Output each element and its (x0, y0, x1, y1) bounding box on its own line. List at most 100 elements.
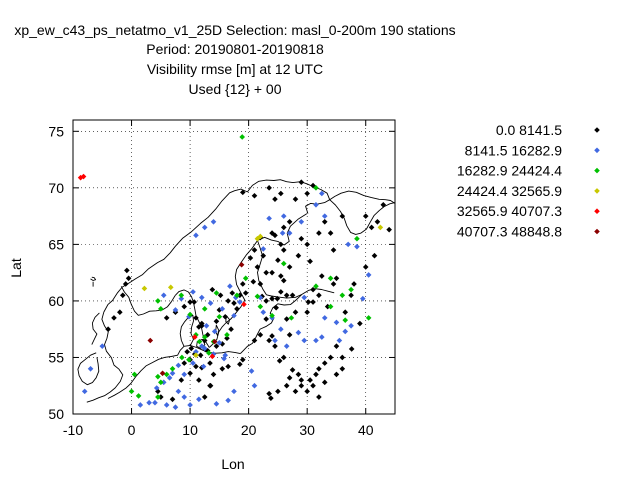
data-point (327, 354, 334, 361)
data-point (298, 377, 305, 383)
data-point (313, 185, 319, 191)
data-point (362, 213, 369, 219)
data-point (278, 241, 284, 248)
x-tick-label-0: -10 (63, 422, 83, 438)
legend: 0.0 8141.5 8141.5 16282.9 16282.9 24424.4 2… (457, 122, 600, 240)
data-point (248, 368, 255, 374)
data-point (380, 202, 387, 208)
data-point (304, 190, 310, 197)
data-point (313, 202, 319, 208)
data-point (339, 213, 346, 219)
data-point (333, 275, 340, 282)
coast-baltic-east (240, 294, 303, 354)
data-point (333, 343, 340, 349)
data-point (316, 394, 322, 400)
data-point (163, 371, 170, 378)
data-points (77, 134, 392, 411)
data-point (211, 328, 218, 335)
data-point (175, 388, 182, 395)
data-point (304, 388, 310, 395)
data-point (278, 273, 284, 279)
data-point (345, 241, 351, 248)
data-point (272, 196, 278, 202)
data-point (386, 226, 392, 233)
data-point (158, 306, 164, 312)
data-point (283, 382, 290, 389)
data-point (172, 307, 179, 313)
data-point (193, 352, 199, 358)
data-point (201, 306, 208, 312)
data-point (203, 323, 210, 329)
data-point (354, 243, 360, 250)
y-tick-label-3: 65 (48, 236, 64, 252)
data-point (327, 303, 334, 310)
data-point (239, 356, 246, 363)
data-point (221, 355, 227, 362)
data-point (268, 395, 274, 401)
data-point (301, 294, 308, 301)
coast-oland (215, 324, 220, 337)
legend-marker-1 (594, 147, 600, 154)
data-point (187, 299, 193, 305)
data-point (280, 213, 287, 219)
legend-label-4: 32565.9 40707.3 (457, 203, 562, 219)
data-point (257, 233, 264, 240)
series-1 (81, 190, 372, 411)
data-point (266, 185, 272, 191)
coast-south-baltic (107, 344, 241, 399)
data-point (377, 224, 384, 231)
data-point (313, 371, 319, 378)
data-point (238, 261, 245, 268)
data-point (179, 354, 185, 361)
data-point (231, 312, 237, 319)
data-point (301, 337, 308, 344)
data-point (219, 365, 226, 372)
data-point (250, 278, 257, 285)
data-point (119, 292, 126, 299)
data-point (283, 316, 290, 322)
data-point (310, 286, 316, 293)
data-point (210, 218, 217, 225)
data-point (216, 339, 223, 346)
data-point (196, 338, 203, 345)
data-point (160, 379, 167, 386)
data-point (310, 182, 316, 189)
data-point (279, 230, 286, 236)
data-point (292, 388, 299, 395)
data-point (222, 313, 229, 320)
data-point (163, 402, 170, 408)
data-point (187, 370, 193, 377)
data-point (286, 218, 293, 225)
data-point (201, 334, 208, 340)
data-point (374, 218, 381, 225)
data-point (283, 343, 290, 349)
data-point (333, 319, 340, 326)
data-point (321, 379, 328, 386)
data-point (81, 388, 88, 395)
legend-marker-3 (594, 188, 600, 194)
data-point (254, 293, 261, 300)
data-point (316, 230, 322, 236)
data-point (237, 299, 243, 305)
data-point (348, 323, 354, 329)
data-point (206, 350, 212, 356)
data-point (190, 289, 196, 295)
data-point (199, 343, 205, 349)
data-point (153, 385, 160, 391)
x-tick-label-2: 10 (182, 422, 198, 438)
data-point (155, 394, 161, 400)
coast-scandinavia (103, 179, 331, 313)
data-point (211, 338, 218, 345)
series-4 (77, 173, 247, 360)
data-point (135, 393, 142, 399)
x-axis-label: Lon (221, 456, 244, 472)
y-tick-label-1: 55 (48, 349, 64, 365)
data-point (269, 269, 275, 276)
data-point (357, 320, 363, 327)
data-point (201, 224, 208, 231)
data-point (186, 356, 192, 363)
y-tick-label-0: 50 (48, 406, 64, 422)
title-line-3: Visibility rmse [m] at 12 UTC (147, 61, 323, 77)
legend-marker-4 (594, 208, 600, 214)
data-point (187, 402, 193, 408)
